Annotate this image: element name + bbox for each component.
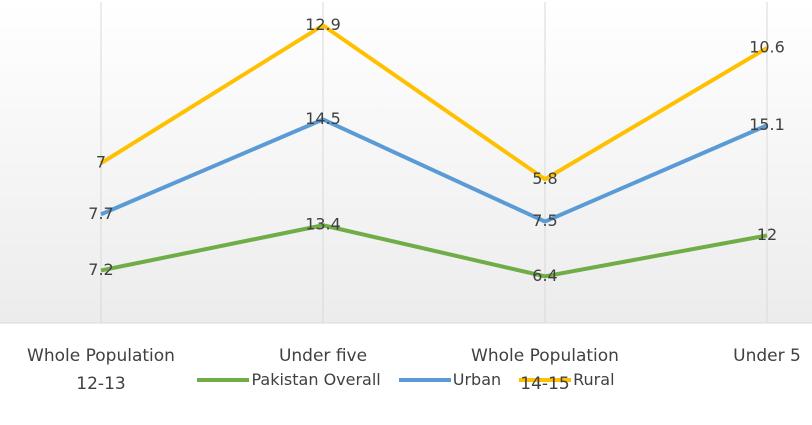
legend-swatch <box>519 377 572 382</box>
data-label: 6.4 <box>532 266 557 285</box>
x-tick-label: Whole Population 12-13 <box>27 346 175 394</box>
data-label: 7.2 <box>88 260 113 279</box>
data-label: 7.5 <box>532 211 557 230</box>
data-label: 12 <box>757 225 777 244</box>
x-tick-label: Under five <box>278 346 368 366</box>
legend-item: Pakistan Overall <box>197 370 381 389</box>
data-label: 15.1 <box>749 115 785 134</box>
data-label: 10.6 <box>749 37 785 56</box>
series-line <box>100 223 768 279</box>
legend-swatch <box>197 377 250 382</box>
x-tick-label: Whole Population 14-15 <box>471 346 619 394</box>
legend-label: Pakistan Overall <box>251 370 381 389</box>
legend-label: Rural <box>573 370 615 389</box>
data-label: 14.5 <box>305 109 341 128</box>
legend-item: Rural <box>519 370 615 389</box>
plot-background <box>0 0 812 323</box>
legend-label: Urban <box>452 370 502 389</box>
data-label: 5.8 <box>532 169 557 188</box>
series-line <box>99 23 769 182</box>
legend-item: Urban <box>398 370 502 389</box>
legend: Pakistan Overall Urban Rural <box>0 370 812 389</box>
data-label: 12.9 <box>305 15 341 34</box>
series-line <box>100 117 768 224</box>
x-tick-label: Under 5 <box>733 346 801 366</box>
data-label: 13.4 <box>305 215 341 234</box>
legend-swatch <box>398 377 451 382</box>
data-label: 7.7 <box>88 204 113 223</box>
data-label: 7 <box>96 153 106 172</box>
